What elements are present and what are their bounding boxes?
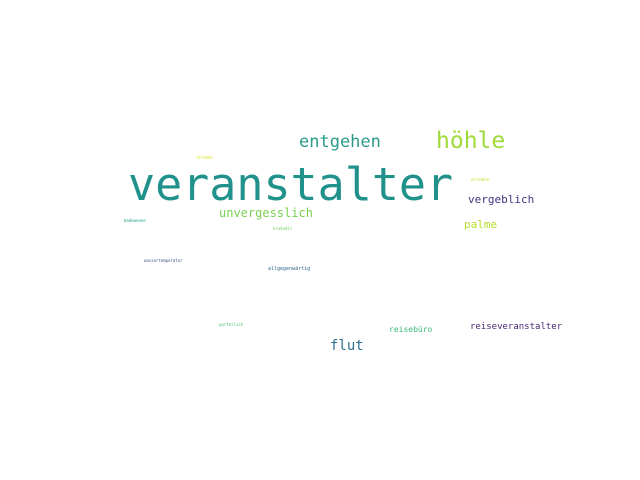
word-unvergesslich: unvergesslich <box>219 206 313 220</box>
word-flut: flut <box>330 338 364 354</box>
word-krokodil: krokodil <box>273 226 293 231</box>
word-reisebuero: reisebüro <box>389 325 433 334</box>
word-parteilich: parteilich <box>219 322 244 327</box>
word-straende: strände <box>196 155 213 160</box>
word-erlebbar: erlebbar <box>471 177 491 182</box>
word-allgegenwaertig: allgegenwärtig <box>268 266 311 272</box>
word-wassertemperatur: wassertemperatur <box>144 258 183 263</box>
word-palme: palme <box>464 218 498 231</box>
word-vergeblich: vergeblich <box>468 193 535 206</box>
word-entgehen: entgehen <box>299 132 381 152</box>
word-badewanne: badewanne <box>124 218 146 223</box>
word-hoehle: höhle <box>436 128 506 154</box>
word-reiseveranstalter: reiseveranstalter <box>470 322 563 332</box>
word-veranstalter: veranstalter <box>128 158 454 211</box>
